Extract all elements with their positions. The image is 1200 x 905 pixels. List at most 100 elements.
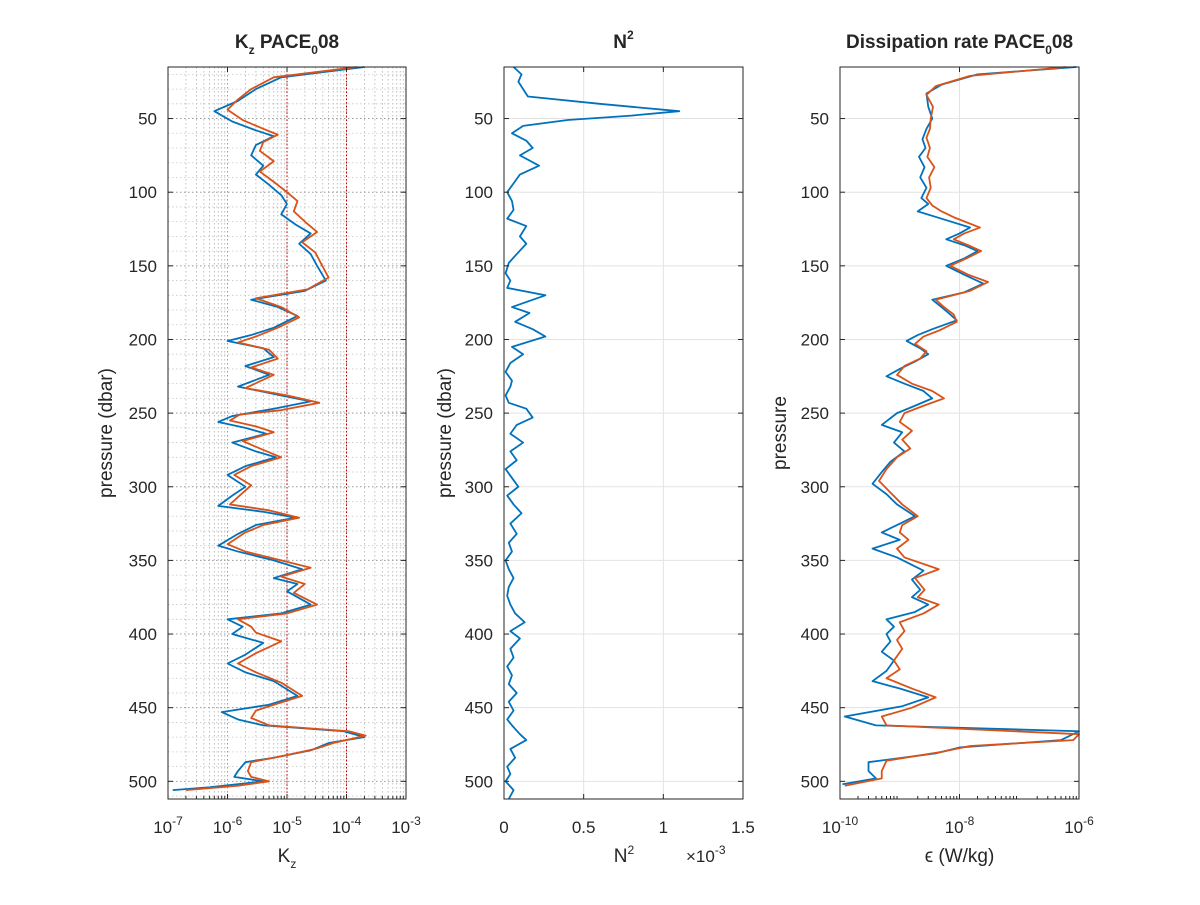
x-tick-base: 10 bbox=[391, 818, 410, 837]
x-tick-label: 1 bbox=[659, 818, 668, 837]
y-tick-label: 500 bbox=[801, 772, 829, 791]
y-tick-label: 450 bbox=[465, 699, 493, 718]
y-tick-text: 300 bbox=[465, 478, 493, 497]
y-tick-text: 300 bbox=[129, 478, 157, 497]
x-tick-label: 10-8 bbox=[945, 814, 975, 837]
title-text: Dissipation rate PACE bbox=[846, 32, 1045, 53]
x-tick-exponent: -7 bbox=[172, 814, 183, 828]
y-tick-label: 100 bbox=[129, 183, 157, 202]
y-tick-text: 450 bbox=[129, 699, 157, 718]
title-subscript: z bbox=[249, 43, 255, 57]
x-axis-label-superscript: 2 bbox=[628, 843, 635, 857]
x-tick-text: 1 bbox=[659, 818, 668, 837]
x-tick-label: 10-5 bbox=[272, 814, 302, 837]
y-tick-text: 50 bbox=[810, 110, 829, 129]
series-line-2 bbox=[844, 66, 1080, 787]
y-tick-label: 100 bbox=[465, 183, 493, 202]
y-tick-text: 400 bbox=[801, 625, 829, 644]
x-multiplier-base: ×10 bbox=[686, 847, 715, 866]
title-superscript: 2 bbox=[627, 28, 634, 42]
x-multiplier-exponent: -3 bbox=[715, 843, 726, 857]
y-tick-label: 350 bbox=[801, 551, 829, 570]
y-tick-label: 450 bbox=[129, 699, 157, 718]
y-tick-text: 100 bbox=[801, 183, 829, 202]
y-axis-label: pressure (dbar) bbox=[96, 368, 117, 498]
y-tick-text: 500 bbox=[129, 772, 157, 791]
x-tick-base: 10 bbox=[822, 818, 841, 837]
title-subscript: 0 bbox=[1045, 43, 1052, 57]
y-tick-label: 200 bbox=[801, 330, 829, 349]
y-tick-text: 250 bbox=[465, 404, 493, 423]
y-tick-label: 400 bbox=[129, 625, 157, 644]
x-tick-text: 1.5 bbox=[731, 818, 755, 837]
chart-title: Dissipation rate PACE008 bbox=[846, 32, 1073, 57]
x-tick-label: 10-6 bbox=[1064, 814, 1094, 837]
y-tick-text: 450 bbox=[465, 699, 493, 718]
y-tick-label: 50 bbox=[810, 110, 829, 129]
plot-area bbox=[504, 67, 743, 799]
x-tick-exponent: -6 bbox=[232, 814, 243, 828]
x-tick-base: 10 bbox=[153, 818, 172, 837]
x-tick-label: 10-6 bbox=[213, 814, 243, 837]
y-axis-label-text: pressure bbox=[770, 396, 791, 470]
x-tick-base: 10 bbox=[332, 818, 351, 837]
x-tick-label: 10-10 bbox=[822, 814, 859, 837]
y-axis-label-text: pressure (dbar) bbox=[96, 368, 117, 498]
y-tick-text: 200 bbox=[129, 330, 157, 349]
title-text: N bbox=[613, 32, 627, 53]
y-tick-text: 250 bbox=[801, 404, 829, 423]
y-tick-text: 100 bbox=[129, 183, 157, 202]
x-axis-multiplier: ×10-3 bbox=[686, 843, 726, 866]
y-tick-label: 150 bbox=[801, 257, 829, 276]
y-tick-label: 300 bbox=[129, 478, 157, 497]
x-tick-label: 10-3 bbox=[391, 814, 421, 837]
series-line-1 bbox=[172, 66, 366, 792]
y-tick-text: 400 bbox=[465, 625, 493, 644]
panel-2: 0 0.5 1 1.5 50 100 150 200 250 300 350 400 450 500 pre… bbox=[435, 28, 755, 867]
axes-frame bbox=[503, 66, 744, 800]
x-tick-text: 0.5 bbox=[572, 818, 596, 837]
x-tick-label: 10-7 bbox=[153, 814, 183, 837]
y-tick-label: 500 bbox=[465, 772, 493, 791]
y-tick-label: 250 bbox=[129, 404, 157, 423]
y-tick-label: 300 bbox=[465, 478, 493, 497]
x-tick-label: 0 bbox=[499, 818, 508, 837]
x-tick-text: 0 bbox=[499, 818, 508, 837]
x-axis-label: ϵ (W/kg) bbox=[925, 846, 995, 867]
y-tick-text: 350 bbox=[129, 551, 157, 570]
title-text-end: 08 bbox=[1052, 32, 1073, 53]
y-tick-text: 400 bbox=[129, 625, 157, 644]
y-tick-label: 200 bbox=[465, 330, 493, 349]
x-tick-exponent: -5 bbox=[291, 814, 302, 828]
x-axis-label-text: N bbox=[614, 846, 628, 867]
x-axis-label-subscript: z bbox=[290, 857, 296, 871]
y-tick-text: 150 bbox=[801, 257, 829, 276]
title-text: K bbox=[235, 32, 249, 53]
y-tick-text: 50 bbox=[138, 110, 157, 129]
y-tick-label: 350 bbox=[465, 551, 493, 570]
y-tick-label: 400 bbox=[801, 625, 829, 644]
y-tick-text: 250 bbox=[129, 404, 157, 423]
x-tick-base: 10 bbox=[272, 818, 291, 837]
y-tick-text: 500 bbox=[801, 772, 829, 791]
y-tick-label: 500 bbox=[129, 772, 157, 791]
panel-3: 10-10 10-8 10-6501001502002503003504004505… bbox=[770, 32, 1094, 867]
x-tick-exponent: -3 bbox=[410, 814, 421, 828]
y-tick-text: 200 bbox=[801, 330, 829, 349]
x-tick-exponent: -10 bbox=[841, 814, 859, 828]
y-tick-text: 100 bbox=[465, 183, 493, 202]
y-axis-label-text: pressure (dbar) bbox=[435, 368, 456, 498]
chart-title: Kz PACE008 bbox=[235, 32, 339, 57]
y-tick-label: 300 bbox=[801, 478, 829, 497]
panel-1: 10-7 10-6 10-5 10-4 10-350100150200250300350… bbox=[96, 32, 421, 871]
chart-title: N2 bbox=[613, 28, 634, 53]
y-tick-label: 100 bbox=[801, 183, 829, 202]
x-axis-label-text: ϵ (W/kg) bbox=[925, 846, 995, 867]
x-tick-label: 10-4 bbox=[332, 814, 362, 837]
y-axis-label: pressure (dbar) bbox=[435, 368, 456, 498]
y-tick-text: 500 bbox=[465, 772, 493, 791]
x-tick-base: 10 bbox=[1064, 818, 1083, 837]
y-tick-label: 50 bbox=[138, 110, 157, 129]
